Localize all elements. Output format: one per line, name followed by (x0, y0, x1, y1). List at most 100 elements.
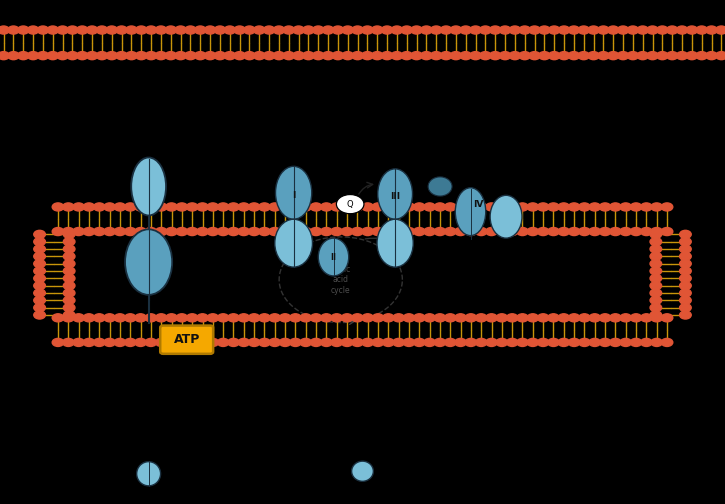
Circle shape (403, 338, 415, 346)
Circle shape (480, 51, 492, 59)
Ellipse shape (455, 188, 486, 236)
Circle shape (336, 195, 364, 214)
Circle shape (34, 274, 46, 282)
Circle shape (254, 26, 265, 34)
Circle shape (705, 26, 717, 34)
Circle shape (393, 203, 405, 211)
Circle shape (476, 203, 487, 211)
Circle shape (431, 51, 442, 59)
Circle shape (104, 227, 115, 235)
Circle shape (34, 303, 46, 311)
Circle shape (608, 26, 619, 34)
Circle shape (650, 267, 662, 275)
Circle shape (302, 26, 314, 34)
Circle shape (517, 314, 529, 322)
Circle shape (610, 338, 621, 346)
Circle shape (661, 203, 673, 211)
Circle shape (8, 26, 20, 34)
Circle shape (273, 26, 285, 34)
Circle shape (496, 227, 507, 235)
Circle shape (362, 314, 373, 322)
Circle shape (362, 227, 373, 235)
Circle shape (403, 203, 415, 211)
Ellipse shape (276, 166, 312, 219)
Circle shape (519, 51, 531, 59)
Circle shape (83, 338, 95, 346)
Ellipse shape (318, 238, 349, 276)
Circle shape (679, 289, 691, 297)
Circle shape (254, 51, 265, 59)
Circle shape (300, 227, 312, 235)
Circle shape (145, 203, 157, 211)
Circle shape (650, 253, 662, 261)
Circle shape (434, 203, 446, 211)
Circle shape (273, 51, 285, 59)
Circle shape (34, 253, 46, 261)
Circle shape (72, 203, 84, 211)
Circle shape (34, 260, 46, 268)
Circle shape (486, 227, 497, 235)
Circle shape (155, 338, 167, 346)
Circle shape (17, 51, 29, 59)
Circle shape (104, 314, 115, 322)
Circle shape (509, 51, 521, 59)
Circle shape (450, 26, 462, 34)
Circle shape (279, 227, 291, 235)
Circle shape (249, 338, 260, 346)
Circle shape (486, 338, 497, 346)
Circle shape (506, 338, 518, 346)
Circle shape (420, 51, 432, 59)
Circle shape (214, 26, 225, 34)
Circle shape (372, 227, 384, 235)
Circle shape (600, 227, 611, 235)
Circle shape (320, 203, 332, 211)
Circle shape (125, 51, 137, 59)
Text: ATP: ATP (174, 333, 200, 346)
Circle shape (228, 203, 239, 211)
Circle shape (568, 338, 580, 346)
Circle shape (279, 338, 291, 346)
Circle shape (413, 314, 425, 322)
Circle shape (610, 314, 621, 322)
Circle shape (617, 26, 629, 34)
Circle shape (145, 51, 157, 59)
Circle shape (269, 338, 281, 346)
Circle shape (312, 51, 324, 59)
Circle shape (47, 26, 59, 34)
Circle shape (176, 314, 188, 322)
Circle shape (411, 51, 423, 59)
Circle shape (228, 338, 239, 346)
Circle shape (630, 338, 642, 346)
Circle shape (440, 51, 452, 59)
Circle shape (218, 203, 229, 211)
Circle shape (371, 26, 383, 34)
Circle shape (135, 338, 146, 346)
Circle shape (185, 51, 196, 59)
Circle shape (352, 338, 363, 346)
Circle shape (657, 51, 668, 59)
Circle shape (617, 51, 629, 59)
Circle shape (500, 26, 511, 34)
Circle shape (548, 51, 560, 59)
Circle shape (196, 227, 208, 235)
Circle shape (269, 227, 281, 235)
Circle shape (207, 203, 219, 211)
Circle shape (506, 314, 518, 322)
Circle shape (293, 26, 304, 34)
Circle shape (455, 338, 466, 346)
Circle shape (186, 314, 198, 322)
Circle shape (145, 338, 157, 346)
Circle shape (341, 338, 353, 346)
Circle shape (589, 227, 600, 235)
Circle shape (263, 51, 275, 59)
Circle shape (568, 51, 580, 59)
Circle shape (300, 203, 312, 211)
Circle shape (480, 26, 492, 34)
Circle shape (627, 51, 639, 59)
Circle shape (383, 338, 394, 346)
Circle shape (403, 227, 415, 235)
Circle shape (114, 338, 125, 346)
Circle shape (496, 203, 507, 211)
Circle shape (620, 203, 631, 211)
Circle shape (381, 26, 393, 34)
